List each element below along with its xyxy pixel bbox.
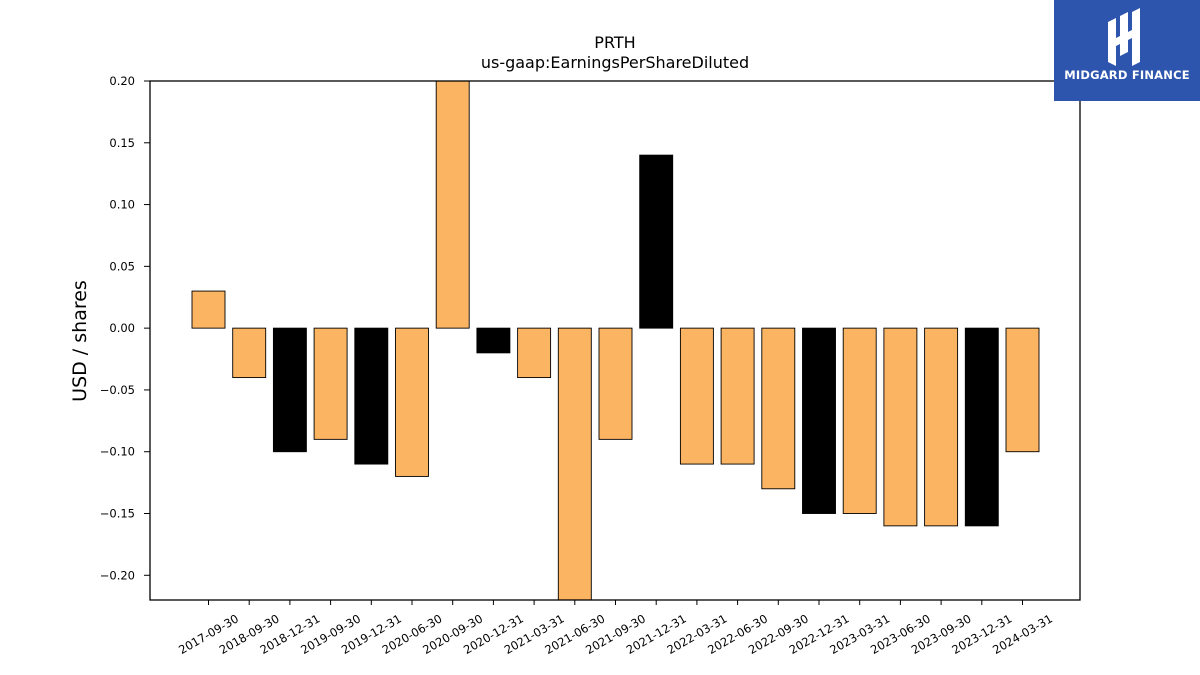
y-tick-label: 0.00	[109, 321, 135, 335]
bar-2024-03-31	[1005, 327, 1040, 453]
bar-2021-03-31	[517, 327, 552, 379]
y-tick-label: 0.20	[109, 74, 135, 88]
y-tick-label: 0.15	[109, 136, 135, 150]
plot-frame	[149, 80, 1081, 601]
bar-2022-09-30	[761, 327, 796, 490]
bar-2022-03-31	[679, 327, 714, 465]
chart-subtitle: us-gaap:EarningsPerShareDiluted	[481, 53, 749, 72]
bar-2020-12-31	[476, 327, 511, 354]
bar-2023-09-30	[924, 327, 959, 527]
y-tick-label: −0.05	[100, 383, 135, 397]
y-tick-label: 0.05	[109, 259, 135, 273]
x-ticks-group: 2017-09-302018-09-302018-12-312019-09-30…	[176, 600, 1055, 657]
brand-logo-text: MIDGARD FINANCE	[1064, 68, 1190, 82]
bar-2018-12-31	[272, 327, 307, 453]
y-tick-label: −0.10	[100, 445, 135, 459]
bar-2020-06-30	[395, 327, 429, 477]
brand-logo: MIDGARD FINANCE	[1054, 0, 1200, 101]
bar-2018-09-30	[232, 327, 267, 379]
bar-2017-09-30	[191, 290, 226, 329]
bar-2023-03-31	[842, 327, 877, 514]
bars-group	[191, 80, 1040, 601]
bar-2021-06-30	[557, 327, 592, 601]
y-ticks-group: 0.20 0.15 0.10 0.05 0.00 −0.05 −0.10 −0.15 −0.20	[100, 74, 150, 582]
chart-title: PRTH	[594, 33, 635, 52]
bar-2022-06-30	[720, 327, 755, 465]
bar-2023-12-31	[964, 327, 999, 527]
bar-2023-06-30	[883, 327, 918, 527]
y-axis-label: USD / shares	[69, 280, 91, 402]
bar-2020-09-30	[435, 80, 470, 329]
bar-2019-12-31	[354, 327, 389, 465]
bar-2021-09-30	[598, 327, 633, 440]
y-tick-label: 0.10	[109, 198, 135, 212]
bar-2019-09-30	[313, 327, 348, 440]
y-tick-label: −0.15	[100, 507, 135, 521]
y-tick-label: −0.20	[100, 568, 135, 582]
bar-2022-12-31	[802, 327, 836, 514]
midgard-logo-icon	[1108, 8, 1140, 66]
bar-2021-12-31	[639, 154, 674, 329]
